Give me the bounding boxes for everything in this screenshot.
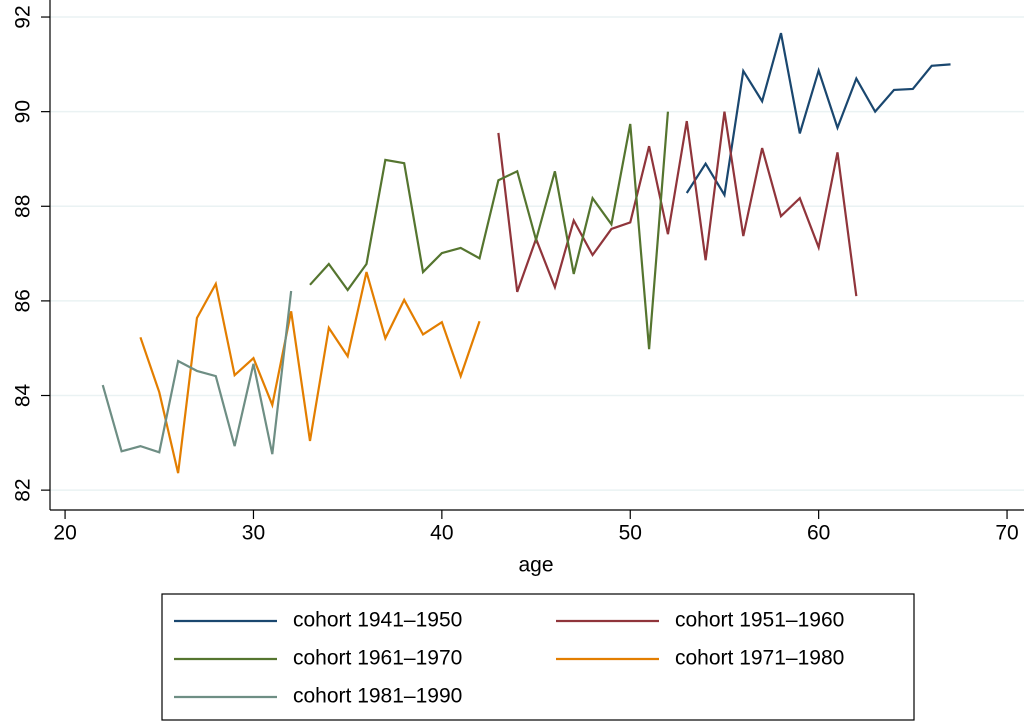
- series-line: [497, 111, 858, 297]
- series-line: [101, 290, 293, 455]
- y-tick-label: 84: [12, 384, 35, 408]
- y-tick-label: 86: [12, 289, 35, 312]
- x-tick-label: 30: [242, 522, 265, 545]
- series-line: [685, 32, 951, 199]
- y-tick-label: 88: [12, 195, 35, 218]
- x-axis-title: age: [518, 554, 553, 577]
- legend-box: [161, 593, 915, 721]
- legend-label: cohort 1951–1960: [675, 609, 844, 632]
- y-tick-label: 92: [12, 5, 35, 28]
- x-tick-label: 70: [995, 522, 1018, 545]
- y-tick-label: 90: [12, 100, 35, 123]
- legend-label: cohort 1961–1970: [293, 647, 462, 670]
- y-tick-label: 82: [12, 478, 35, 501]
- x-tick-label: 20: [53, 522, 76, 545]
- x-tick-label: 50: [619, 522, 642, 545]
- x-tick-label: 60: [807, 522, 830, 545]
- series-line: [139, 271, 481, 474]
- series-line: [309, 111, 670, 350]
- legend-label: cohort 1981–1990: [293, 685, 462, 708]
- legend-label: cohort 1941–1950: [293, 609, 462, 632]
- legend-label: cohort 1971–1980: [675, 647, 844, 670]
- x-tick-label: 40: [430, 522, 453, 545]
